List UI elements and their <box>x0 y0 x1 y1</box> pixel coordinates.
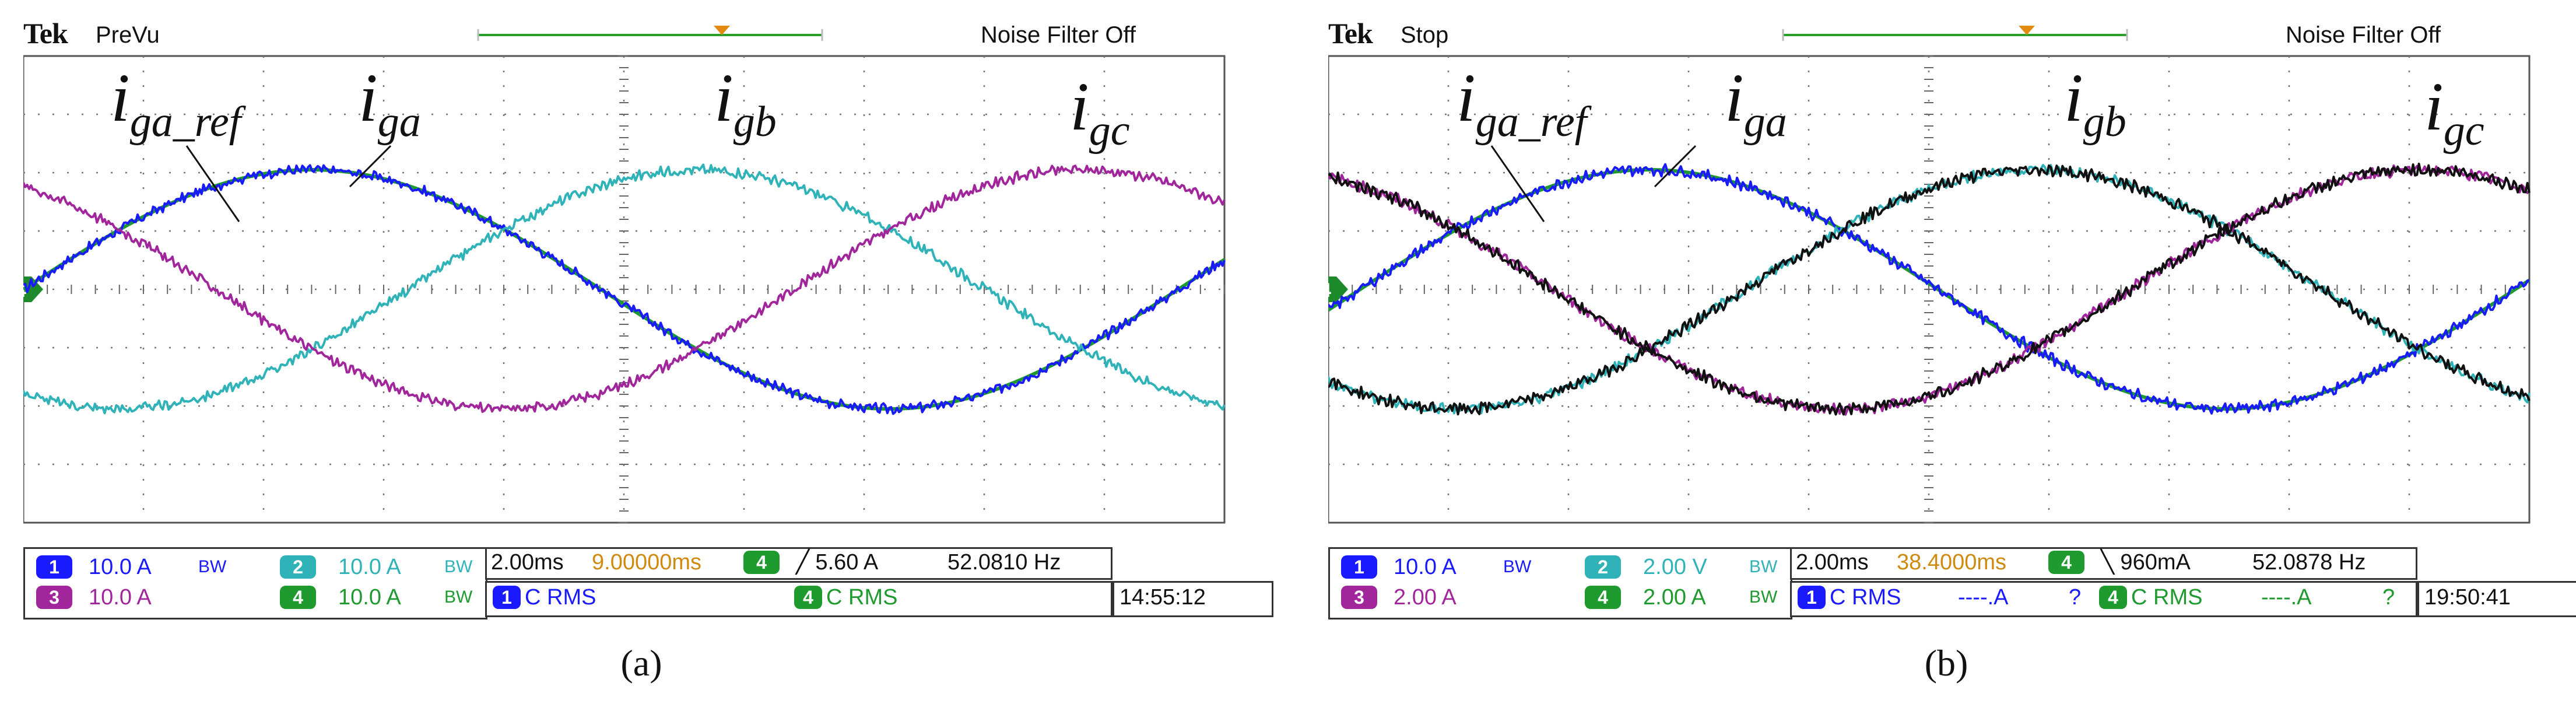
label-pointer-ref <box>185 145 240 222</box>
ch2-scale: 2.00 V <box>1643 555 1707 579</box>
waveform-i-ga <box>23 164 1226 415</box>
ch2-scale: 10.0 A <box>338 555 401 579</box>
label-pointer-ga <box>349 145 392 188</box>
acquisition-status: Stop <box>1401 22 1449 48</box>
ch1-badge[interactable]: 1 <box>36 555 72 579</box>
waveform-i-ga-ref-c <box>1328 162 2531 416</box>
label-i-gc: igc <box>2424 68 2484 155</box>
ch4-badge[interactable]: 4 <box>280 586 316 609</box>
ch3-scale: 2.00 A <box>1394 585 1457 610</box>
measure1-badge[interactable]: 1 <box>493 586 521 609</box>
figure-label-a: (a) <box>620 642 662 684</box>
measure1-value: ----.A <box>1958 585 2009 610</box>
noise-filter-status: Noise Filter Off <box>981 22 1136 48</box>
label-i-gb: igb <box>714 60 777 146</box>
channel-readout-box <box>1328 547 1792 620</box>
trigger-level: ╲ 960mA <box>2101 550 2191 575</box>
ch4-bw: BW <box>444 587 473 607</box>
trigger-position-marker <box>2019 26 2035 35</box>
channel-4-ground-marker: 4 <box>1328 276 1348 302</box>
clock: 14:55:12 <box>1119 585 1206 610</box>
measure1-type: C RMS <box>525 585 596 610</box>
brand-label: Tek <box>23 17 68 50</box>
waveform-i-ga <box>1328 163 2529 415</box>
trigger-channel-badge[interactable]: 4 <box>743 551 780 574</box>
ch4-scale: 2.00 A <box>1643 585 1706 610</box>
figure-label-b: (b) <box>1924 642 1968 684</box>
ch4-badge[interactable]: 4 <box>1585 586 1621 609</box>
waveform-i-gc <box>23 164 1226 413</box>
measure1-badge[interactable]: 1 <box>1798 586 1826 609</box>
ch1-bw: BW <box>198 557 227 576</box>
ch4-scale: 10.0 A <box>338 585 401 610</box>
noise-filter-status: Noise Filter Off <box>2286 22 2441 48</box>
timebase-box <box>1790 547 2417 580</box>
ch2-bw: BW <box>1749 557 1778 576</box>
svg-text:4: 4 <box>23 279 26 302</box>
clock-box <box>2417 581 2576 617</box>
delay-value: 38.4000ms <box>1897 550 2007 575</box>
brand-label: Tek <box>1328 17 1373 50</box>
label-pointer-ref <box>1490 145 1545 222</box>
acquisition-status: PreVu <box>96 22 160 48</box>
ch2-badge[interactable]: 2 <box>280 555 316 579</box>
label-i-ga-ref: iga_ref <box>111 60 241 146</box>
ch3-scale: 10.0 A <box>89 585 152 610</box>
label-i-gb: igb <box>2064 60 2126 146</box>
ch3-badge[interactable]: 3 <box>1341 586 1377 609</box>
label-i-ga: iga <box>359 60 421 146</box>
ch1-scale: 10.0 A <box>89 555 152 579</box>
trigger-frequency: 52.0878 Hz <box>2252 550 2366 575</box>
oscilloscope-panel-a: Tek PreVu Noise Filter Off 4 iga_ref iga… <box>23 0 1273 707</box>
waveform-i-gb <box>23 163 1226 415</box>
trigger-position-marker <box>714 26 730 35</box>
label-i-ga-ref: iga_ref <box>1457 60 1587 146</box>
waveform-plot-b: 4 <box>1328 26 2531 524</box>
measure2-badge[interactable]: 4 <box>2099 586 2127 609</box>
trigger-channel-badge[interactable]: 4 <box>2048 551 2084 574</box>
measure2-type: C RMS <box>2131 585 2203 610</box>
trigger-frequency: 52.0810 Hz <box>947 550 1061 575</box>
measure2-badge[interactable]: 4 <box>794 586 822 609</box>
label-pointer-ga <box>1654 145 1697 188</box>
measure1-unknown: ? <box>2069 585 2082 610</box>
clock-box <box>1112 581 1273 617</box>
measure1-type: C RMS <box>1830 585 1901 610</box>
ch4-bw: BW <box>1749 587 1778 607</box>
ch1-badge[interactable]: 1 <box>1341 555 1377 579</box>
waveform-i-ga-ref-b <box>1328 164 2531 416</box>
clock: 19:50:41 <box>2424 585 2511 610</box>
label-i-ga: iga <box>1725 60 1787 146</box>
timebase-box <box>485 547 1112 580</box>
ch1-scale: 10.0 A <box>1394 555 1457 579</box>
delay-value: 9.00000ms <box>592 550 702 575</box>
ch3-badge[interactable]: 3 <box>36 586 72 609</box>
measure2-value: ----.A <box>2261 585 2312 610</box>
timebase-value: 2.00ms <box>1796 550 1869 575</box>
measure2-unknown: ? <box>2382 585 2395 610</box>
label-i-gc: igc <box>1070 68 1130 155</box>
ch1-bw: BW <box>1503 557 1532 576</box>
oscilloscope-panel-b: Tek Stop Noise Filter Off 4 iga_ref iga … <box>1328 0 2576 707</box>
trigger-level: ╱ 5.60 A <box>796 550 879 575</box>
measure2-type: C RMS <box>826 585 898 610</box>
channel-4-ground-marker: 4 <box>23 276 43 302</box>
channel-readout-box <box>23 547 487 620</box>
ch2-bw: BW <box>444 557 473 576</box>
timebase-value: 2.00ms <box>491 550 564 575</box>
svg-text:4: 4 <box>1328 279 1331 302</box>
ch2-badge[interactable]: 2 <box>1585 555 1621 579</box>
waveform-plot-a: 4 <box>23 26 1226 524</box>
